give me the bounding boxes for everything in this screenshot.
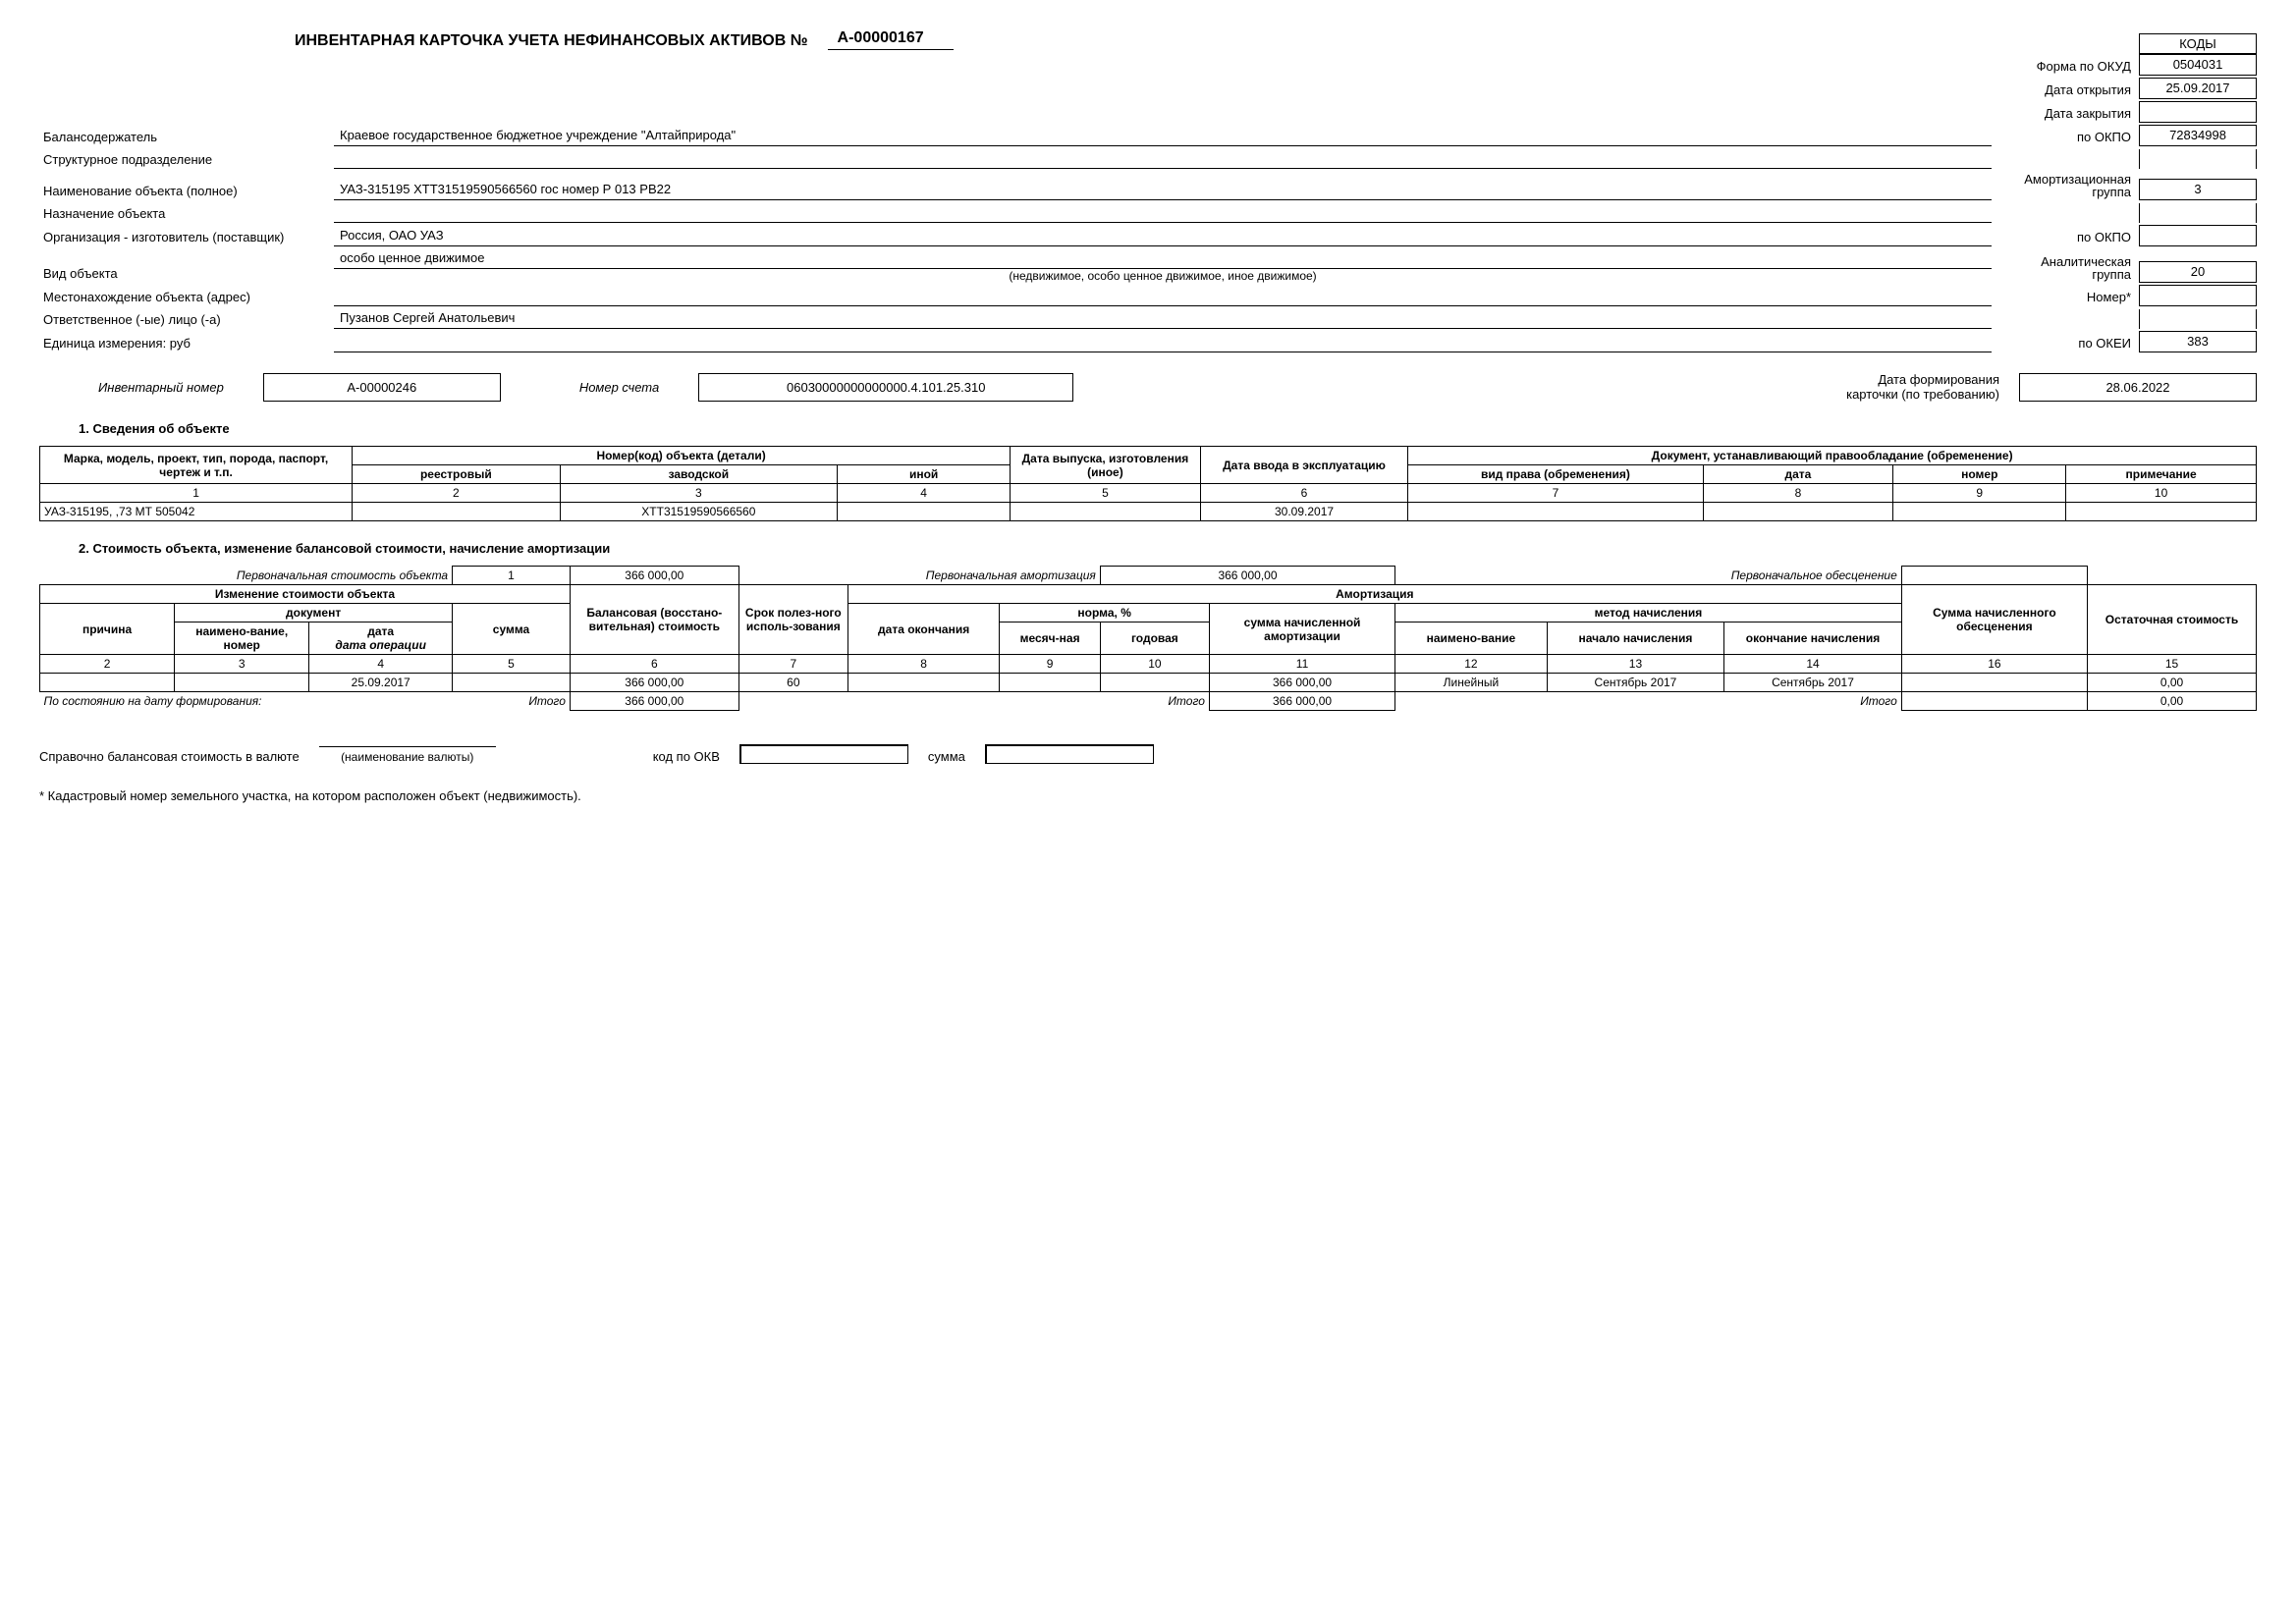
codes-header: КОДЫ: [2139, 33, 2257, 54]
currency-sum-box: [985, 744, 1154, 764]
purpose-value: [334, 202, 1992, 223]
inv-number: А-00000246: [263, 373, 501, 402]
section2-title: 2. Стоимость объекта, изменение балансов…: [79, 541, 2257, 556]
okpo-label: по ОКПО: [1992, 128, 2139, 146]
okv-box: [739, 744, 908, 764]
okei: 383: [2139, 331, 2257, 352]
unit-label: Единица измерения: руб: [39, 334, 334, 352]
okpo2: [2139, 225, 2257, 246]
location-label: Местонахождение объекта (адрес): [39, 288, 334, 306]
section2-totals-row: По состоянию на дату формирования: Итого…: [40, 692, 2257, 711]
form-date: 28.06.2022: [2019, 373, 2257, 402]
holder-label: Балансодержатель: [39, 128, 334, 146]
okpo-code: 72834998: [2139, 125, 2257, 146]
okud-code: 0504031: [2139, 54, 2257, 76]
obj-type-value: особо ценное движимое: [334, 248, 1992, 269]
manufacturer-label: Организация - изготовитель (поставщик): [39, 228, 334, 246]
close-date: [2139, 101, 2257, 123]
purpose-label: Назначение объекта: [39, 204, 334, 223]
form-date-label1: Дата формирования: [1846, 372, 1999, 387]
doc-number: А-00000167: [828, 29, 954, 50]
footnote: * Кадастровый номер земельного участка, …: [39, 788, 2257, 803]
amort-group-label: Амортизационная группа: [1992, 171, 2139, 200]
form-date-label2: карточки (по требованию): [1846, 387, 1999, 402]
acct-number: 06030000000000000.4.101.25.310: [698, 373, 1073, 402]
header-block: Форма по ОКУД 0504031 Дата открытия 25.0…: [39, 54, 2257, 352]
holder-value: Краевое государственное бюджетное учрежд…: [334, 126, 1992, 146]
analytic-group: 20: [2139, 261, 2257, 283]
section2-col-nums: 234 567 8910 111213 141615: [40, 655, 2257, 674]
doc-title: ИНВЕНТАРНАЯ КАРТОЧКА УЧЕТА НЕФИНАНСОВЫХ …: [295, 32, 808, 50]
ids-row: Инвентарный номер А-00000246 Номер счета…: [39, 372, 2257, 402]
obj-type-note: (недвижимое, особо ценное движимое, иное…: [334, 269, 1992, 283]
analytic-label: Аналитическая группа: [1992, 253, 2139, 283]
open-date: 25.09.2017: [2139, 78, 2257, 99]
dept-label: Структурное подразделение: [39, 150, 334, 169]
section1-table: Марка, модель, проект, тип, порода, пасп…: [39, 446, 2257, 521]
section2-table: Первоначальная стоимость объекта 1 366 0…: [39, 566, 2257, 711]
obj-type-label: Вид объекта: [39, 264, 334, 283]
name-label: Наименование объекта (полное): [39, 182, 334, 200]
dept-value: [334, 148, 1992, 169]
inv-label: Инвентарный номер: [98, 380, 224, 395]
section2-data-row: 25.09.2017 366 000,00 60 366 000,00 Лине…: [40, 674, 2257, 692]
currency-label: Справочно балансовая стоимость в валюте: [39, 749, 300, 764]
acct-label: Номер счета: [579, 380, 659, 395]
manufacturer-value: Россия, ОАО УАЗ: [334, 226, 1992, 246]
responsible-label: Ответственное (-ые) лицо (-а): [39, 310, 334, 329]
amort-group: 3: [2139, 179, 2257, 200]
nomer: [2139, 285, 2257, 306]
section1-col-nums: 123 456 789 10: [40, 484, 2257, 503]
section1-data-row: УАЗ-315195, ,73 МТ 505042 XTT31519590566…: [40, 503, 2257, 521]
unit-value: [334, 332, 1992, 352]
section1-title: 1. Сведения об объекте: [79, 421, 2257, 436]
close-date-label: Дата закрытия: [1992, 104, 2139, 123]
currency-name: [319, 731, 496, 747]
currency-name-note: (наименование валюты): [319, 750, 496, 764]
nomer-label: Номер*: [1992, 288, 2139, 306]
okpo2-label: по ОКПО: [1992, 228, 2139, 246]
currency-row: Справочно балансовая стоимость в валюте …: [39, 731, 2257, 764]
okei-label: по ОКЕИ: [1992, 334, 2139, 352]
okv-label: код по ОКВ: [653, 749, 720, 764]
responsible-value: Пузанов Сергей Анатольевич: [334, 308, 1992, 329]
name-value: УАЗ-315195 XTT31519590566560 гос номер Р…: [334, 180, 1992, 200]
open-date-label: Дата открытия: [1992, 81, 2139, 99]
currency-sum-label: сумма: [928, 749, 965, 764]
location-value: [334, 286, 1992, 306]
okud-label: Форма по ОКУД: [1992, 57, 2139, 76]
